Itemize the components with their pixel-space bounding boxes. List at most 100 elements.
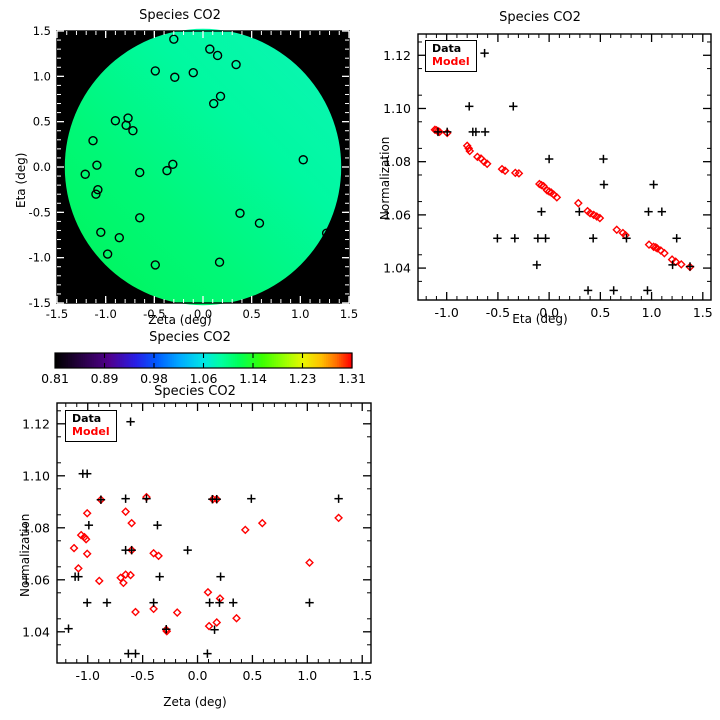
plot-frame: [417, 33, 712, 301]
zeta-scatter-title: Species CO2: [154, 384, 236, 399]
colorbar-cell: [216, 353, 219, 368]
colorbar-cell: [64, 353, 67, 368]
model-marker: [464, 143, 474, 153]
colorbar-cell: [88, 353, 91, 368]
colorbar-cell: [227, 353, 231, 368]
colorbar-cell: [112, 353, 115, 368]
image-map-xlabel: Zeta (deg): [148, 313, 212, 327]
colorbar-cell: [190, 353, 193, 368]
colorbar-cell: [86, 353, 90, 368]
colorbar-cell: [214, 353, 218, 368]
colorbar-cell: [162, 353, 166, 368]
map-marker: [214, 257, 225, 267]
data-series: [64, 417, 343, 658]
colorbar-cell: [283, 353, 286, 368]
colorbar-cell: [108, 353, 112, 368]
map-marker: [188, 68, 198, 78]
map-marker: [235, 208, 245, 218]
colorbar-cell: [257, 353, 260, 368]
y-tick-label: 1.08: [22, 520, 50, 535]
panel-colorbar: Species CO2 0.81 0.89 0.98 1.06 1.14 1.23 1.31: [0, 330, 380, 390]
colorbar-cell: [177, 353, 180, 368]
model-marker: [119, 578, 128, 588]
model-marker: [126, 570, 135, 580]
model-marker: [539, 181, 548, 191]
map-marker: [110, 116, 121, 126]
x-tick-label: 0.5: [243, 307, 261, 321]
colorbar-strip: [55, 353, 353, 368]
colorbar-cell: [322, 353, 325, 368]
colorbar-cell: [270, 353, 273, 368]
model-marker: [82, 508, 92, 518]
colorbar-cell: [331, 353, 335, 368]
model-marker: [676, 259, 686, 269]
colorbar-cell: [73, 353, 77, 368]
colorbar-cell: [114, 353, 117, 368]
colorbar-cell: [82, 353, 86, 368]
colorbar-title: Species CO2: [149, 330, 231, 345]
model-marker: [149, 604, 159, 614]
colorbar-cell: [292, 353, 296, 368]
map-marker: [114, 233, 124, 243]
map-marker: [170, 72, 180, 82]
colorbar-cell: [203, 353, 206, 368]
colorbar-cell: [298, 353, 301, 368]
colorbar-cell: [147, 353, 151, 368]
colorbar-cell: [314, 353, 318, 368]
model-marker: [69, 543, 79, 553]
colorbar-cell: [129, 353, 132, 368]
colorbar-cell: [300, 353, 303, 368]
colorbar-cell: [127, 353, 130, 368]
colorbar-cell: [277, 353, 281, 368]
map-marker: [96, 227, 106, 237]
y-tick-label: 1.06: [383, 207, 411, 222]
zeta-scatter-ylabel: Normalization: [18, 513, 32, 597]
image-map-title: Species CO2: [139, 8, 221, 23]
colorbar-cell: [160, 353, 164, 368]
model-marker: [149, 548, 159, 558]
colorbar-cell: [249, 353, 253, 368]
colorbar-cell: [342, 353, 346, 368]
map-marker: [205, 44, 215, 54]
colorbar-cell: [71, 353, 75, 368]
colorbar-cell: [307, 353, 310, 368]
colorbar-cell: [158, 353, 162, 368]
colorbar-cell: [99, 353, 103, 368]
colorbar-cell: [255, 353, 258, 368]
eta-scatter-ylabel: Normalization: [378, 136, 392, 220]
colorbar-cell: [253, 353, 257, 368]
colorbar-cell: [305, 353, 309, 368]
colorbar-cell: [290, 353, 294, 368]
colorbar-cell: [272, 353, 275, 368]
colorbar-cell: [199, 353, 203, 368]
colorbar-cell: [66, 353, 69, 368]
colorbar-cell: [103, 353, 106, 368]
colorbar-tick-label: 1.14: [239, 371, 267, 386]
colorbar-cell: [186, 353, 190, 368]
colorbar-cell: [170, 353, 173, 368]
x-tick-label: 0.5: [590, 305, 610, 320]
panel-eta-scatter: Species CO2 -1.0 -0.5 0.0 0.5 1.0 1.5 1.04 1.06…: [360, 0, 720, 330]
colorbar-cell: [179, 353, 182, 368]
model-marker: [154, 551, 163, 561]
y-tick-label: 1.12: [22, 416, 50, 431]
map-marker: [80, 169, 90, 179]
colorbar-cell: [92, 353, 95, 368]
colorbar-cell: [348, 353, 351, 368]
colorbar-cell: [287, 353, 290, 368]
colorbar-cell: [246, 353, 249, 368]
colorbar-cell: [164, 353, 167, 368]
colorbar-cell: [136, 353, 140, 368]
model-marker: [131, 607, 140, 617]
eta-scatter-canvas: -1.0 -0.5 0.0 0.5 1.0 1.5 1.04 1.06 1.08 1.10 1.12: [383, 33, 713, 320]
x-tick-label: 0.5: [242, 668, 262, 683]
legend-model-label: Model: [432, 54, 470, 68]
model-marker: [232, 613, 241, 623]
colorbar-cell: [90, 353, 93, 368]
colorbar-cell: [231, 353, 234, 368]
colorbar-cell: [309, 353, 312, 368]
map-marker: [231, 59, 241, 70]
colorbar-cell: [84, 353, 88, 368]
colorbar-cell: [151, 353, 154, 368]
y-tick-label: 0.5: [33, 115, 51, 129]
